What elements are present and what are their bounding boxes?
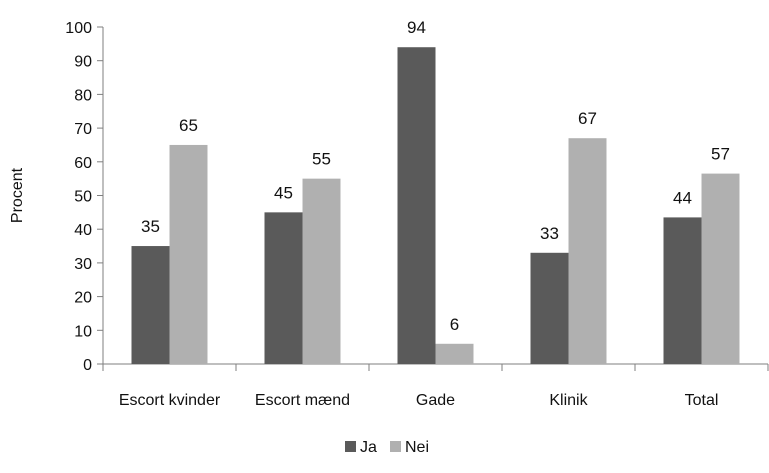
- y-tick-label: 40: [74, 222, 92, 239]
- legend-swatch-nei: [390, 441, 401, 452]
- legend-label-nei: Nei: [405, 439, 429, 456]
- data-label-ja-5: 44: [673, 188, 692, 207]
- legend: Ja Nei: [345, 439, 429, 456]
- bar-ja-4: [530, 252, 569, 364]
- bar-ja-3: [397, 47, 436, 364]
- x-category-label: Escort mænd: [255, 392, 350, 409]
- data-label-nei-4: 67: [578, 109, 597, 128]
- y-tick-label: 80: [74, 87, 92, 104]
- y-tick-label: 50: [74, 189, 92, 206]
- data-labels: 35 45 94 33 44 65 55 6 67 57: [141, 18, 730, 334]
- y-tick-label: 90: [74, 54, 92, 71]
- y-tick-label: 70: [74, 121, 92, 138]
- y-tick-label: 100: [65, 20, 92, 37]
- y-axis-title: Procent: [9, 167, 26, 223]
- data-label-ja-3: 94: [407, 18, 426, 37]
- bar-ja-1: [131, 246, 170, 364]
- x-axis: Escort kvinder Escort mænd Gade Klinik Total: [102, 363, 769, 409]
- bars: [131, 47, 740, 364]
- x-category-label: Total: [685, 392, 719, 409]
- legend-swatch-ja: [345, 441, 356, 452]
- bar-nei-4: [568, 138, 607, 364]
- data-label-ja-1: 35: [141, 217, 160, 236]
- data-label-nei-2: 55: [312, 150, 331, 169]
- x-category-label: Escort kvinder: [119, 392, 221, 409]
- bar-nei-3: [435, 343, 474, 364]
- legend-label-ja: Ja: [360, 439, 377, 456]
- x-category-label: Klinik: [549, 392, 588, 409]
- data-label-nei-5: 57: [711, 145, 730, 164]
- data-label-ja-2: 45: [274, 183, 293, 202]
- y-axis: 0 10 20 30 40 50 60 70 80 90 100: [65, 20, 104, 374]
- data-label-nei-1: 65: [179, 116, 198, 135]
- bar-nei-1: [169, 144, 208, 364]
- bar-ja-2: [264, 212, 303, 364]
- data-label-ja-4: 33: [540, 224, 559, 243]
- y-tick-label: 0: [83, 357, 92, 374]
- bar-ja-5: [663, 217, 702, 364]
- y-tick-label: 20: [74, 290, 92, 307]
- y-tick-label: 30: [74, 256, 92, 273]
- x-category-label: Gade: [416, 392, 455, 409]
- bar-nei-5: [701, 173, 740, 364]
- data-label-nei-3: 6: [450, 315, 459, 334]
- y-tick-label: 60: [74, 155, 92, 172]
- bar-nei-2: [302, 178, 341, 364]
- y-tick-label: 10: [74, 323, 92, 340]
